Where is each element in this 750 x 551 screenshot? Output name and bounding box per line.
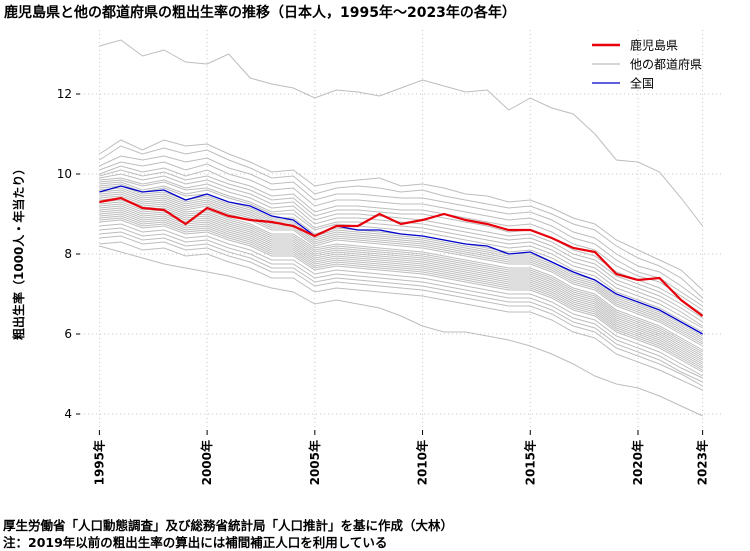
other-prefecture-line bbox=[99, 161, 703, 307]
x-tick-label: 2015年 bbox=[522, 440, 537, 485]
national-line bbox=[99, 185, 703, 335]
legend-others-label: 他の都道府県 bbox=[630, 57, 702, 72]
other-prefecture-line bbox=[99, 191, 703, 343]
other-prefecture-line bbox=[99, 169, 703, 315]
x-tick-label: 2020年 bbox=[630, 440, 645, 485]
other-prefecture-line bbox=[99, 189, 703, 341]
y-tick-label: 10 bbox=[57, 167, 72, 181]
x-tick-label: 2023年 bbox=[695, 440, 710, 485]
other-prefecture-line bbox=[99, 185, 703, 337]
other-prefecture-line bbox=[99, 179, 703, 327]
x-tick-label: 2000年 bbox=[199, 440, 214, 485]
other-prefecture-line bbox=[99, 173, 703, 319]
source-note: 厚生労働省「人口動態調査」及び総務省統計局「人口推計」を基に作成（大林） bbox=[3, 518, 454, 533]
other-prefecture-line bbox=[99, 203, 703, 357]
other-prefecture-line bbox=[99, 235, 703, 387]
other-prefecture-line bbox=[99, 39, 703, 227]
other-prefecture-line bbox=[99, 213, 703, 367]
x-tick-label: 2005年 bbox=[307, 440, 322, 485]
x-axis-ticks: 1995年 2000年 2005年 2010年 2015年 2020年 2023年 bbox=[91, 430, 710, 485]
other-prefecture-line bbox=[99, 195, 703, 347]
other-prefecture-line bbox=[99, 209, 703, 363]
x-tick-label: 1995年 bbox=[91, 440, 106, 485]
y-tick-label: 12 bbox=[57, 87, 72, 101]
other-prefecture-line bbox=[99, 139, 703, 291]
other-prefecture-line bbox=[99, 219, 703, 373]
kagoshima-line bbox=[99, 196, 704, 317]
other-prefecture-line bbox=[99, 207, 703, 361]
other-prefecture-line bbox=[99, 187, 703, 339]
legend-national-label: 全国 bbox=[630, 76, 654, 91]
highlight-lines bbox=[99, 185, 704, 335]
chart-title: 鹿児島県と他の都道府県の粗出生率の推移（日本人，1995年～2023年の各年） bbox=[4, 5, 516, 21]
other-prefecture-line bbox=[99, 197, 703, 351]
y-axis-ticks: 4 6 8 10 12 bbox=[57, 87, 80, 421]
other-prefecture-lines bbox=[99, 39, 703, 417]
legend-kagoshima-label: 鹿児島県 bbox=[630, 38, 678, 53]
other-prefecture-line bbox=[99, 181, 703, 329]
x-tick-label: 2010年 bbox=[415, 440, 430, 485]
y-tick-label: 6 bbox=[64, 327, 72, 341]
other-prefecture-line bbox=[99, 205, 703, 359]
chart-canvas: 4 6 8 10 12 1995年 2000年 2005年 2010年 2015年 2020年 20… bbox=[57, 30, 722, 485]
other-prefecture-line bbox=[99, 231, 703, 383]
y-tick-label: 4 bbox=[64, 407, 72, 421]
other-prefecture-line bbox=[99, 241, 703, 391]
y-tick-label: 8 bbox=[64, 247, 72, 261]
other-prefecture-line bbox=[99, 215, 703, 369]
other-prefecture-line bbox=[99, 211, 703, 365]
other-prefecture-line bbox=[99, 145, 703, 299]
other-prefecture-line bbox=[99, 217, 703, 371]
footnote: 注：2019年以前の粗出生率の算出には補間補正人口を利用している bbox=[3, 535, 388, 550]
other-prefecture-line bbox=[99, 155, 703, 303]
other-prefecture-line bbox=[99, 245, 703, 417]
other-prefecture-line bbox=[99, 227, 703, 379]
other-prefecture-line bbox=[99, 177, 703, 323]
other-prefecture-line bbox=[99, 223, 703, 377]
other-prefecture-line bbox=[99, 193, 703, 345]
other-prefecture-line bbox=[99, 165, 703, 311]
